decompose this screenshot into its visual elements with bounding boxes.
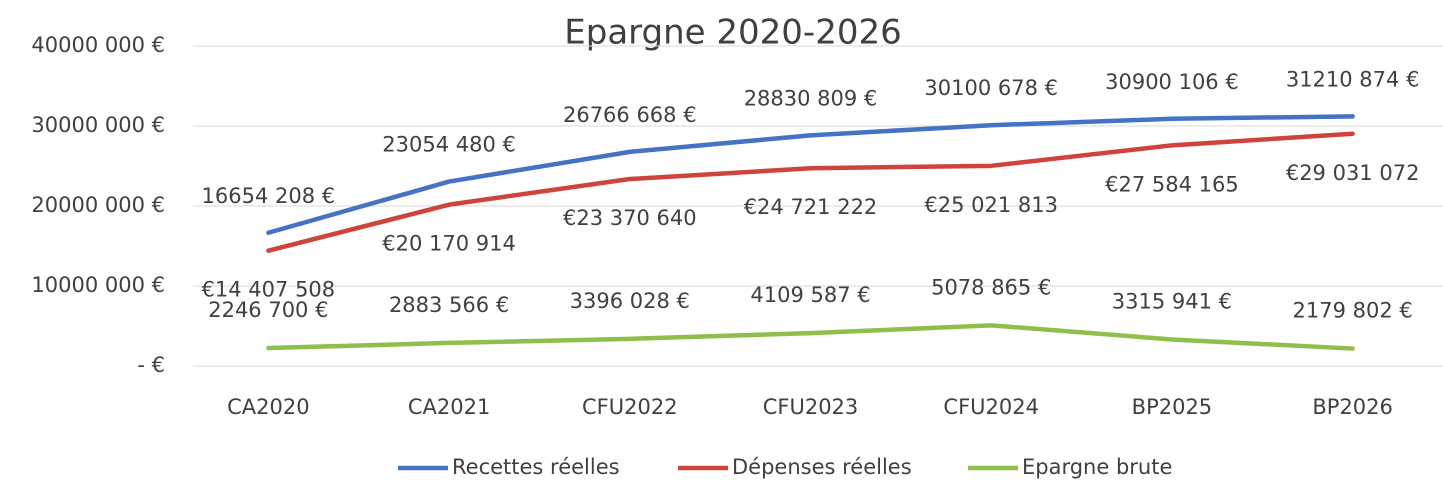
data-label: €20 170 914 [382, 232, 516, 256]
legend-label: Dépenses réelles [732, 455, 912, 479]
data-label: 3315 941 € [1112, 289, 1232, 313]
data-label: 16654 208 € [202, 184, 336, 208]
data-label: 2179 802 € [1293, 299, 1413, 323]
data-label: €25 021 813 [924, 193, 1058, 217]
data-label: 2246 700 € [208, 298, 328, 322]
legend-label: Epargne brute [1022, 455, 1172, 479]
data-label: 28830 809 € [744, 86, 878, 110]
data-label: 3396 028 € [570, 289, 690, 313]
data-label: 30900 106 € [1105, 70, 1239, 94]
series-line [266, 131, 1355, 253]
data-label: €27 584 165 [1105, 172, 1239, 196]
y-tick-label: 20000 000 € [31, 193, 165, 217]
data-label: €23 370 640 [563, 206, 697, 230]
data-label: 23054 480 € [382, 133, 516, 157]
x-tick-label: CA2021 [408, 395, 490, 419]
data-label: 31210 874 € [1286, 67, 1420, 91]
y-tick-label: 40000 000 € [31, 33, 165, 57]
x-tick-label: CA2020 [227, 395, 309, 419]
y-tick-label: - € [137, 353, 165, 377]
data-label: €29 031 072 [1286, 161, 1420, 185]
data-label: 30100 678 € [924, 76, 1058, 100]
x-tick-label: CFU2022 [582, 395, 678, 419]
series-line [266, 114, 1355, 236]
legend-label: Recettes réelles [452, 455, 620, 479]
y-tick-label: 30000 000 € [31, 113, 165, 137]
y-tick-label: 10000 000 € [31, 273, 165, 297]
data-label: €24 721 222 [744, 195, 878, 219]
data-label: €14 407 508 [202, 278, 336, 302]
series-line [266, 323, 1355, 351]
x-tick-label: BP2025 [1132, 395, 1213, 419]
x-tick-label: CFU2023 [763, 395, 859, 419]
data-label: 2883 566 € [389, 293, 509, 317]
x-tick-label: BP2026 [1312, 395, 1393, 419]
data-label: 4109 587 € [750, 283, 870, 307]
data-label: 5078 865 € [931, 275, 1051, 299]
data-label: 26766 668 € [563, 103, 697, 127]
x-tick-label: CFU2024 [943, 395, 1039, 419]
